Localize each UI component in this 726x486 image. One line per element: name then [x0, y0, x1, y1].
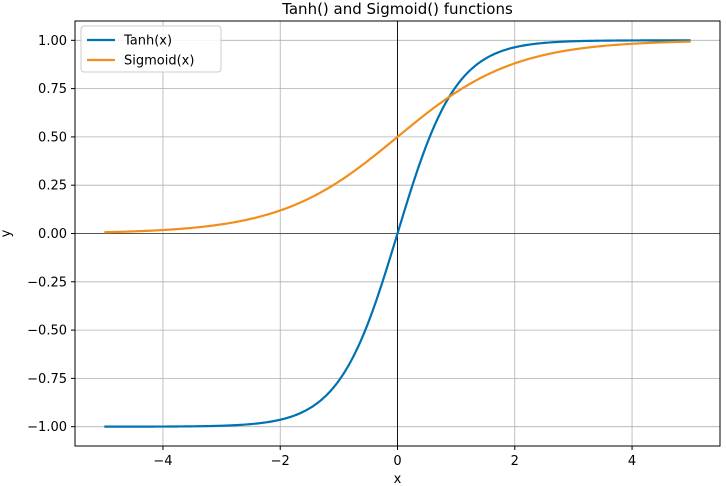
y-tick-label: 0.25	[38, 179, 67, 194]
y-tick-label: 1.00	[38, 34, 67, 49]
legend-label: Sigmoid(x)	[124, 54, 194, 69]
sigmoid-series-line	[104, 40, 691, 234]
legend-box	[80, 25, 222, 73]
x-tick-label: −4	[153, 454, 172, 469]
chart-title: Tanh() and Sigmoid() functions	[281, 0, 513, 18]
tanh-series-line	[104, 39, 691, 428]
x-tick-label: 0	[393, 454, 401, 469]
y-tick-label: 0.50	[38, 130, 67, 145]
y-tick-label: −0.25	[27, 275, 67, 290]
legend-label: Tanh(x)	[123, 34, 172, 49]
x-tick-label: 2	[511, 454, 519, 469]
x-tick-label: 4	[628, 454, 636, 469]
y-axis-title: y	[0, 229, 14, 237]
y-tick-label: 0.00	[38, 227, 67, 242]
legend: Tanh(x) Sigmoid(x)	[80, 25, 222, 73]
x-axis-title: x	[394, 472, 402, 486]
y-tick-label: 0.75	[38, 82, 67, 97]
y-tick-label: −0.75	[27, 372, 67, 387]
axis-ticks: −4 −2 0 2 4 1.00 0.75 0.50 0.25 0.00 −0.25 −0.50 −0.…	[27, 34, 636, 469]
x-tick-label: −2	[271, 454, 290, 469]
y-tick-label: −1.00	[27, 420, 67, 435]
series-lines	[104, 39, 691, 428]
y-tick-label: −0.50	[27, 324, 67, 339]
